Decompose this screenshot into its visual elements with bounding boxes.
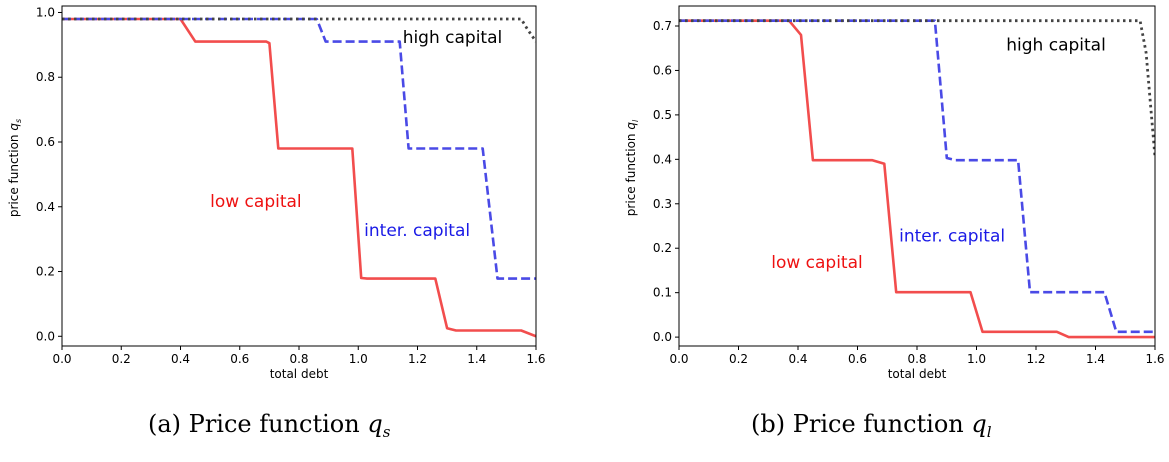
x-tick-label: 1.6 [526, 352, 545, 366]
x-tick-label: 1.6 [1145, 352, 1164, 366]
chart-panel-a: 0.0 0.2 0.4 0.6 0.8 1.0 1.2 1.4 1.6 0.0 0.2 0.4 0.6 0… [7, 5, 546, 381]
annotation-high-capital: high capital [403, 28, 503, 48]
y-tick-label: 0.2 [653, 241, 672, 255]
series-line-high-capital [62, 17, 536, 43]
y-axis-label-sub: l [631, 119, 640, 122]
series-line-inter-capital [679, 19, 1155, 334]
annotation-low-capital: low capital [210, 192, 302, 212]
y-tick-label: 0.4 [36, 200, 55, 214]
x-tick-label: 0.4 [788, 352, 807, 366]
x-tick-label: 0.8 [907, 352, 926, 366]
y-tick-label: 1.0 [36, 5, 55, 19]
annotation-inter-capital: inter. capital [899, 227, 1005, 247]
y-axis-label-text: price function [624, 130, 638, 217]
x-tick-label: 1.2 [1026, 352, 1045, 366]
y-tick-label: 0.6 [36, 135, 55, 149]
y-tick-label: 0.1 [653, 286, 672, 300]
y-tick-label: 0.4 [653, 152, 672, 166]
annotation-low-capital: low capital [771, 253, 863, 273]
x-tick-label: 0.2 [729, 352, 748, 366]
series-line-inter-capital [62, 17, 536, 280]
y-tick-label: 0.8 [36, 70, 55, 84]
y-tick-label: 0.7 [653, 19, 672, 33]
y-tick-label: 0.6 [653, 63, 672, 77]
x-tick-label: 1.4 [467, 352, 486, 366]
y-tick-label: 0.0 [36, 329, 55, 343]
x-tick-label: 1.2 [408, 352, 427, 366]
x-tick-label: 0.6 [848, 352, 867, 366]
y-axis-label-sub: s [14, 119, 23, 123]
x-axis-label: total debt [888, 367, 947, 381]
y-axis-label-text: price function [7, 131, 21, 218]
y-tick-label: 0.2 [36, 265, 55, 279]
caption-b-sub: l [986, 423, 992, 441]
x-tick-label: 1.0 [967, 352, 986, 366]
series-line-low-capital [679, 19, 1155, 339]
y-tick-label: 0.0 [653, 330, 672, 344]
x-tick-label: 1.4 [1086, 352, 1105, 366]
caption-b-text: (b) Price function [751, 410, 972, 438]
series-line-low-capital [62, 17, 536, 338]
x-tick-label: 0.4 [171, 352, 190, 366]
caption-a-var: q [367, 410, 383, 438]
x-tick-label: 1.0 [349, 352, 368, 366]
y-axis-label: price function ql [624, 119, 640, 216]
x-tick-label: 0.8 [289, 352, 308, 366]
y-tick-label: 0.3 [653, 197, 672, 211]
annotation-high-capital: high capital [1006, 35, 1106, 55]
caption-a-sub: s [382, 423, 391, 441]
plot-frame [61, 5, 537, 347]
caption-b-var: q [971, 410, 987, 438]
chart-panel-b: 0.0 0.2 0.4 0.6 0.8 1.0 1.2 1.4 1.6 0.0 0.1 0.2 0.3 0… [624, 5, 1165, 381]
caption-a-text: (a) Price function [148, 410, 368, 438]
x-tick-label: 0.0 [669, 352, 688, 366]
x-tick-label: 0.0 [52, 352, 71, 366]
series-line-high-capital [679, 19, 1155, 158]
caption-a: (a) Price function qs [148, 410, 390, 441]
x-axis-label: total debt [270, 367, 329, 381]
plot-frame [678, 5, 1156, 347]
y-axis-label-var: q [624, 122, 638, 130]
annotation-inter-capital: inter. capital [364, 221, 470, 241]
x-tick-label: 0.6 [230, 352, 249, 366]
y-tick-label: 0.5 [653, 108, 672, 122]
caption-b: (b) Price function ql [751, 410, 992, 441]
y-axis-label: price function qs [7, 119, 23, 217]
y-axis-label-var: q [7, 123, 21, 131]
x-tick-label: 0.2 [112, 352, 131, 366]
